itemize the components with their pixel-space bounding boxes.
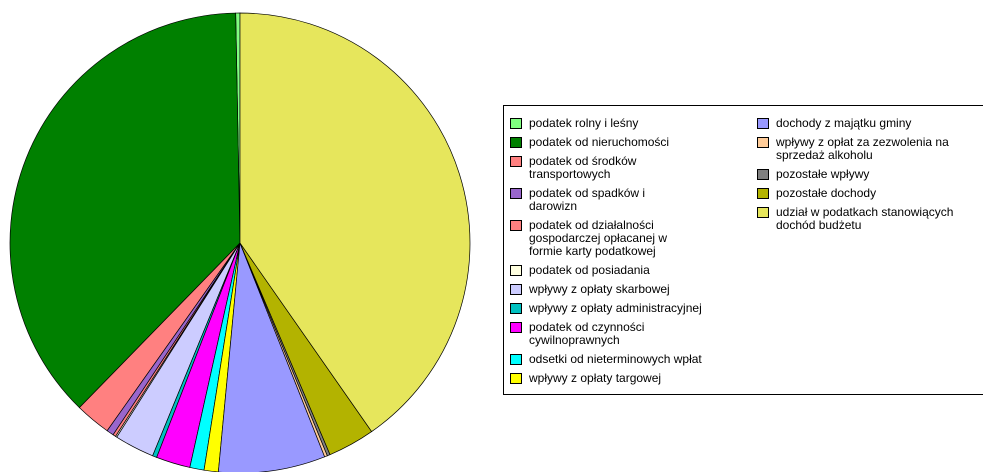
legend-label: pozostałe wpływy (776, 167, 870, 181)
legend-item: wpływy z opłaty skarbowej (510, 283, 739, 296)
legend-swatch (510, 188, 522, 199)
legend-swatch (757, 137, 769, 148)
legend-label: podatek od spadków i darowizn (529, 186, 646, 213)
legend-item: podatek od działalności gospodarczej opł… (510, 219, 739, 258)
legend-item: pozostałe wpływy (757, 168, 971, 181)
legend-item: podatek od posiadania (510, 264, 739, 277)
legend: podatek rolny i leśny podatek od nierucho… (503, 105, 983, 395)
legend-swatch (510, 265, 522, 276)
pie-slice (239, 12, 471, 433)
legend-label: podatek od środków transportowych (529, 154, 637, 181)
legend-column: dochody z majątku gminy wpływy z opłat za… (757, 117, 971, 238)
legend-label: podatek rolny i leśny (529, 116, 639, 130)
legend-item: wpływy z opłat za zezwolenia na sprzedaż… (757, 136, 971, 162)
legend-label: podatek od posiadania (529, 263, 650, 277)
legend-item: podatek od czynności cywilnoprawnych (510, 321, 739, 347)
pie-slice (218, 242, 326, 472)
legend-label: podatek od działalności gospodarczej opł… (529, 218, 668, 258)
legend-swatch (510, 322, 522, 333)
legend-swatch (510, 354, 522, 365)
legend-swatch (510, 373, 522, 384)
legend-swatch (510, 220, 522, 231)
legend-swatch (757, 207, 769, 218)
legend-swatch (510, 118, 522, 129)
legend-label: wpływy z opłaty administracyjnej (529, 301, 702, 315)
legend-label: podatek od nieruchomości (529, 135, 670, 149)
legend-label: wpływy z opłaty targowej (529, 371, 662, 385)
legend-column: podatek rolny i leśny podatek od nierucho… (510, 117, 739, 391)
legend-item: udział w podatkach stanowiących dochód b… (757, 206, 971, 232)
legend-item: pozostałe dochody (757, 187, 971, 200)
legend-label: wpływy z opłaty skarbowej (529, 282, 670, 296)
legend-item: wpływy z opłaty targowej (510, 372, 739, 385)
legend-swatch (757, 169, 769, 180)
legend-item: podatek od środków transportowych (510, 155, 739, 181)
legend-label: pozostałe dochody (776, 186, 877, 200)
legend-label: odsetki od nieterminowych wpłat (529, 352, 702, 366)
legend-label: udział w podatkach stanowiących dochód b… (776, 205, 954, 232)
legend-item: odsetki od nieterminowych wpłat (510, 353, 739, 366)
legend-swatch (510, 137, 522, 148)
legend-swatch (510, 156, 522, 167)
legend-swatch (757, 118, 769, 129)
legend-swatch (510, 284, 522, 295)
legend-item: podatek od nieruchomości (510, 136, 739, 149)
legend-item: wpływy z opłaty administracyjnej (510, 302, 739, 315)
legend-item: podatek rolny i leśny (510, 117, 739, 130)
legend-swatch (510, 303, 522, 314)
legend-label: dochody z majątku gminy (776, 116, 912, 130)
legend-label: podatek od czynności cywilnoprawnych (529, 320, 645, 347)
legend-item: podatek od spadków i darowizn (510, 187, 739, 213)
legend-swatch (757, 188, 769, 199)
legend-item: dochody z majątku gminy (757, 117, 971, 130)
legend-label: wpływy z opłat za zezwolenia na sprzedaż… (776, 135, 949, 162)
pie-slice (9, 12, 241, 409)
